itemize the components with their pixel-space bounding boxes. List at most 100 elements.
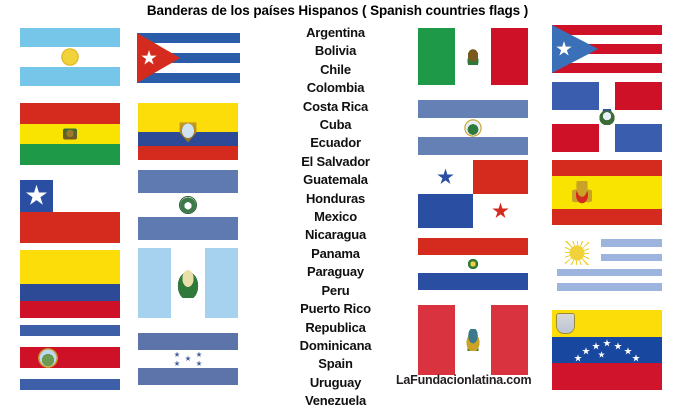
star-icon — [614, 342, 622, 350]
country-name: Cuba — [319, 117, 352, 133]
country-name: Bolivia — [314, 43, 357, 59]
country-name: Chile — [320, 61, 351, 77]
country-name: Dominicana — [299, 337, 372, 353]
flag-stripe — [552, 160, 662, 177]
country-name: Guatemala — [303, 172, 368, 188]
flag-stripe — [491, 305, 528, 375]
country-name: Argentina — [306, 25, 365, 40]
country-name: Panama — [311, 245, 360, 261]
flag-uruguay — [557, 232, 662, 298]
flag-quadrant — [552, 124, 600, 152]
country-name: Republica — [305, 319, 366, 335]
flag-stripe — [20, 66, 120, 86]
star-icon — [174, 360, 180, 366]
flag-stripe — [418, 272, 528, 290]
flag-cuba — [137, 33, 240, 83]
flag-quadrant — [552, 82, 600, 110]
page-title: Banderas de los países Hispanos ( Spanis… — [146, 3, 529, 18]
five-stars-group — [173, 351, 203, 367]
coat-of-arms-emblem — [463, 329, 483, 351]
star-icon — [196, 360, 202, 366]
flag-stripe — [552, 63, 662, 73]
country-name: Costa Rica — [302, 98, 369, 114]
country-name: Uruguay — [309, 374, 362, 390]
flag-stripe — [552, 176, 662, 209]
flag-stripe — [601, 253, 662, 262]
flag-stripe — [601, 239, 662, 247]
flag-stripe — [552, 25, 662, 35]
star-icon — [603, 339, 611, 347]
star-icon — [582, 347, 590, 355]
coat-of-arms-emblem — [465, 48, 481, 65]
flag-stripe — [20, 28, 120, 48]
flag-stripe — [20, 301, 120, 318]
flag-stripe — [557, 283, 662, 291]
flag-stripe — [20, 250, 120, 284]
flag-stripe — [137, 63, 240, 73]
flag-bolivia — [20, 103, 120, 165]
star-icon — [574, 354, 582, 362]
sun-of-may-emblem — [62, 49, 78, 65]
country-name: Peru — [321, 282, 350, 298]
coat-of-arms-emblem — [557, 314, 574, 333]
star-icon — [624, 347, 632, 355]
flag-chile — [20, 180, 120, 243]
flag-stripe — [137, 73, 240, 83]
flag-el-salvador — [138, 170, 238, 240]
flag-peru — [418, 305, 528, 375]
flag-stripe — [557, 268, 662, 276]
watermark-text: LaFundacionlatina.com — [396, 373, 532, 387]
coat-of-arms-emblem — [175, 268, 201, 298]
flag-stripe — [137, 53, 240, 63]
flag-republica-dominicana — [552, 82, 662, 152]
flag-quadrant — [473, 160, 528, 194]
coat-of-arms-emblem — [598, 109, 616, 125]
flag-stripe — [552, 53, 662, 64]
flag-stripe — [418, 100, 528, 119]
country-name: Puerto Rico — [300, 301, 371, 317]
flag-stripe — [20, 284, 120, 301]
flag-stripe — [491, 28, 528, 85]
sun-of-may-emblem — [565, 241, 590, 266]
star-icon — [174, 351, 180, 357]
coat-of-arms-emblem — [466, 257, 480, 271]
coat-of-arms-emblem — [39, 349, 57, 366]
flag-stripe — [20, 211, 120, 243]
star-icon — [598, 351, 605, 358]
flag-stripe — [418, 136, 528, 155]
flag-paraguay — [418, 238, 528, 290]
flag-quadrant — [614, 124, 662, 152]
flag-guatemala — [138, 248, 238, 318]
country-name: Ecuador — [310, 135, 361, 151]
flag-quadrant — [614, 82, 662, 110]
flag-stripe — [137, 33, 240, 43]
flag-stripe — [138, 248, 172, 318]
country-name: Spain — [318, 356, 353, 372]
star-icon — [592, 342, 600, 350]
flag-stripe — [20, 335, 120, 347]
flag-mexico — [418, 28, 528, 85]
flag-stripe — [138, 145, 238, 160]
country-name: Venezuela — [304, 393, 367, 409]
flag-stripe — [20, 346, 120, 369]
star-icon — [196, 351, 202, 357]
flag-stripe — [552, 34, 662, 45]
flag-stripe — [20, 103, 120, 124]
country-name: Nicaragua — [304, 227, 367, 243]
flag-stripe — [20, 368, 120, 380]
country-name: El Salvador — [301, 153, 370, 169]
country-name-list: Argentina Bolivia Chile Colombia Costa R… — [268, 24, 403, 411]
flag-costa-rica — [20, 325, 120, 390]
flag-stripe — [552, 208, 662, 225]
flag-stripe — [20, 325, 120, 336]
flag-quadrant — [418, 194, 473, 228]
flag-stripe — [418, 28, 455, 85]
flag-stripe — [418, 238, 528, 256]
coat-of-arms-emblem — [179, 122, 197, 143]
flag-stripe — [138, 170, 238, 194]
flag-stripe — [138, 367, 238, 385]
flag-puerto-rico — [552, 25, 662, 73]
flag-stripe — [138, 216, 238, 240]
flag-spain — [552, 160, 662, 225]
flag-stripe — [20, 144, 120, 165]
